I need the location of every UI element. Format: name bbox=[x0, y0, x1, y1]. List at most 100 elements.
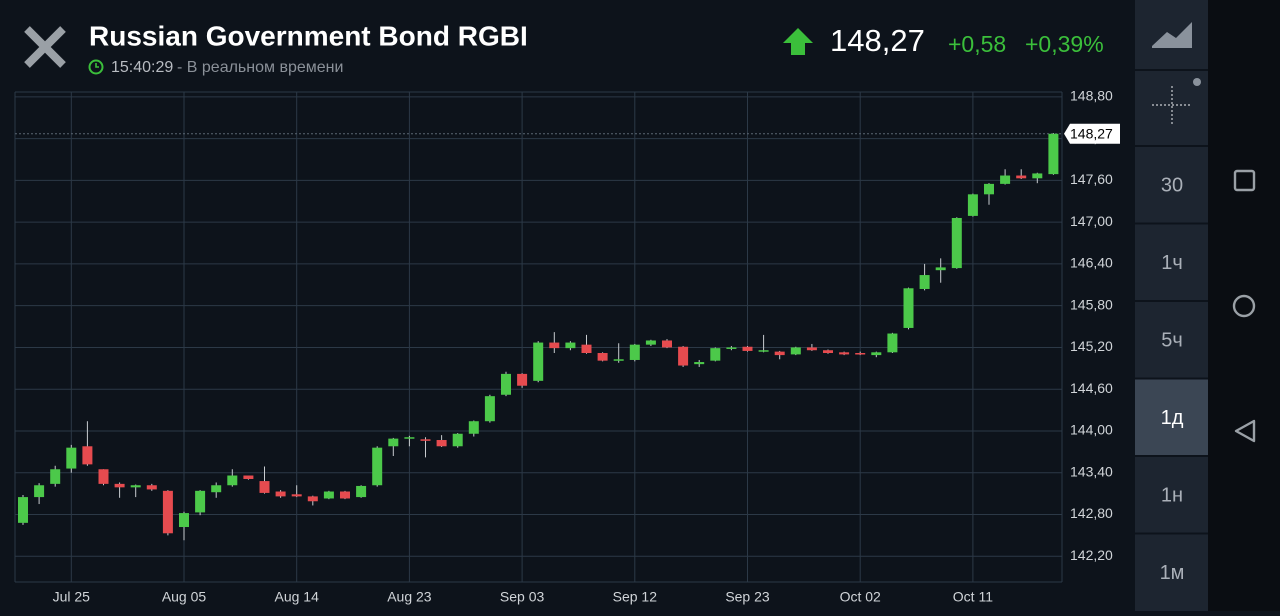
candle-body bbox=[34, 485, 45, 498]
candle-body bbox=[340, 491, 350, 499]
x-tick-label: Oct 11 bbox=[953, 589, 993, 605]
candle-body bbox=[436, 440, 447, 447]
candle-body bbox=[356, 485, 367, 498]
candle-body bbox=[323, 491, 334, 499]
x-tick-label: Sep 12 bbox=[613, 589, 658, 605]
timeframe-button[interactable] bbox=[1135, 224, 1208, 301]
timeframe-label: 1д bbox=[1161, 407, 1184, 429]
candle-body bbox=[613, 359, 624, 361]
candle-body bbox=[533, 342, 544, 381]
candle-body bbox=[984, 183, 994, 195]
y-tick-label: 147,60 bbox=[1070, 171, 1113, 187]
candle-body bbox=[549, 342, 560, 349]
candle-body bbox=[307, 496, 318, 502]
candle-body bbox=[645, 340, 656, 345]
plot: 142,20 142,80 143,40 144,00 144,60 145,20 145,… bbox=[14, 88, 1120, 605]
y-tick-label: 147,00 bbox=[1070, 213, 1113, 229]
clock-hands bbox=[95, 63, 99, 68]
status: - В реальном времени bbox=[177, 59, 343, 76]
candle-body bbox=[195, 490, 206, 513]
x-tick-label: Sep 03 bbox=[500, 589, 545, 605]
y-tick-label: 148,80 bbox=[1070, 88, 1113, 104]
timeframe-label: 1ч bbox=[1161, 252, 1183, 274]
candle-body bbox=[50, 469, 61, 484]
candle-body bbox=[823, 350, 833, 354]
up-arrow bbox=[783, 28, 813, 55]
title: Russian Government Bond RGBI bbox=[89, 20, 528, 51]
candle-body bbox=[887, 333, 898, 353]
timeframe-button[interactable] bbox=[1135, 457, 1208, 533]
y-tick-label: 145,20 bbox=[1070, 338, 1113, 354]
candle-body bbox=[935, 267, 946, 271]
candle-body bbox=[726, 347, 737, 349]
y-tick-label: 144,00 bbox=[1070, 422, 1113, 438]
candle-body bbox=[420, 439, 431, 441]
y-tick-label: 144,60 bbox=[1070, 380, 1113, 396]
candle-body bbox=[1000, 175, 1011, 184]
candle-body bbox=[501, 373, 511, 395]
y-tick-label: 145,80 bbox=[1070, 296, 1113, 312]
candle-body bbox=[678, 346, 689, 366]
candle-body bbox=[565, 342, 576, 349]
timeframe-label: 5ч bbox=[1161, 329, 1183, 351]
recents-button[interactable] bbox=[1233, 169, 1256, 192]
candle-body bbox=[372, 447, 383, 486]
candle-body bbox=[82, 446, 93, 465]
close-button[interactable] bbox=[24, 26, 66, 68]
x-tick-label: Sep 23 bbox=[725, 589, 770, 605]
candle-body bbox=[839, 352, 850, 355]
timeframes: 30 1ч 5ч 1д 1н 1м bbox=[1135, 145, 1208, 611]
candle-body bbox=[1048, 133, 1059, 175]
candle-body bbox=[758, 350, 769, 352]
candle-body bbox=[694, 362, 705, 365]
nav-bar bbox=[1208, 0, 1280, 611]
chart-type-button[interactable] bbox=[1152, 22, 1192, 48]
x-tick-label: Oct 02 bbox=[840, 589, 881, 605]
candle-body bbox=[243, 475, 254, 479]
candle-body bbox=[468, 421, 479, 434]
candle-body bbox=[130, 485, 141, 488]
candle-body bbox=[404, 437, 415, 439]
x-tick-label: Jul 25 bbox=[53, 589, 91, 605]
candle-body bbox=[742, 346, 753, 351]
timeframe-label: 30 bbox=[1161, 174, 1183, 196]
clock-icon bbox=[88, 59, 104, 75]
crosshair-button[interactable] bbox=[1152, 78, 1201, 125]
candle-body bbox=[951, 217, 962, 269]
candle-body bbox=[388, 438, 399, 447]
back-button[interactable] bbox=[1234, 419, 1256, 443]
timeframe-button[interactable] bbox=[1135, 302, 1208, 378]
change-percent: +0,39% bbox=[1025, 31, 1104, 57]
timeframe-label: 1м bbox=[1160, 562, 1185, 584]
y-tick-label: 142,80 bbox=[1070, 505, 1113, 521]
last-price-tag bbox=[1064, 123, 1120, 144]
candle-body bbox=[162, 490, 173, 534]
candle-body bbox=[291, 494, 302, 497]
candle-body bbox=[1016, 175, 1027, 179]
candle-body bbox=[227, 475, 238, 486]
y-tick-label: 143,40 bbox=[1070, 463, 1113, 479]
timeframe-button[interactable] bbox=[1135, 379, 1208, 456]
last-price-label: 148,27 bbox=[1070, 125, 1113, 141]
timeframe-button[interactable] bbox=[1135, 534, 1208, 611]
candle-body bbox=[114, 483, 125, 488]
candle-body bbox=[1032, 173, 1043, 179]
candle-body bbox=[275, 491, 286, 497]
timeframe-button[interactable] bbox=[1135, 147, 1208, 223]
home-button[interactable] bbox=[1232, 294, 1256, 318]
candle-body bbox=[710, 348, 721, 361]
candle-body bbox=[179, 513, 189, 528]
candle-body bbox=[452, 433, 463, 447]
chart-type-icon bbox=[1152, 22, 1192, 48]
time: 15:40:29 bbox=[111, 59, 173, 76]
x-tick-label: Aug 14 bbox=[275, 589, 320, 605]
candle-body bbox=[903, 288, 914, 328]
candle-body bbox=[597, 353, 608, 361]
price: 148,27 bbox=[830, 23, 925, 58]
timeframe-label: 1н bbox=[1161, 484, 1183, 506]
x-tick-label: Aug 05 bbox=[162, 589, 207, 605]
candle-body bbox=[259, 481, 270, 493]
change: +0,58 bbox=[948, 31, 1006, 57]
candle-body bbox=[806, 347, 817, 351]
